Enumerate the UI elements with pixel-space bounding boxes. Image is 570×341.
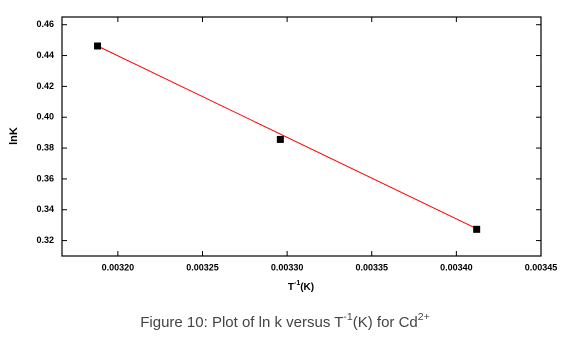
y-tick-label: 0.36 (36, 173, 54, 183)
caption-part: (K) for Cd (353, 314, 418, 331)
data-point (473, 225, 481, 233)
x-label-part: (K) (300, 282, 314, 293)
caption-part: 2+ (418, 311, 430, 323)
caption: Figure 10: Plot of ln k versus T-1(K) fo… (140, 311, 430, 331)
x-tick-label: 0.00320 (102, 262, 135, 272)
x-tick-label: 0.00330 (271, 262, 304, 272)
caption-part: -1 (343, 311, 352, 323)
y-tick-label: 0.38 (36, 142, 54, 152)
data-point (276, 135, 284, 143)
y-tick-label: 0.46 (36, 19, 54, 29)
x-label-part: -1 (294, 280, 300, 287)
x-tick-label: 0.00335 (355, 262, 388, 272)
x-tick-label: 0.00340 (440, 262, 473, 272)
plot-frame (61, 16, 542, 257)
y-axis-label: lnK (8, 127, 20, 145)
y-tick-label: 0.40 (36, 112, 54, 122)
x-tick-label: 0.00345 (525, 262, 558, 272)
fit-line (97, 45, 477, 230)
x-label-part: T (288, 282, 294, 293)
caption-part: Figure 10: Plot of ln k versus T (140, 314, 343, 331)
y-tick-label: 0.34 (36, 204, 54, 214)
data-point (94, 42, 102, 50)
y-tick-label: 0.42 (36, 81, 54, 91)
x-axis-label: T-1(K) (288, 280, 314, 292)
x-tick-label: 0.00325 (186, 262, 219, 272)
y-tick-label: 0.44 (36, 50, 54, 60)
y-tick-label: 0.32 (36, 235, 54, 245)
